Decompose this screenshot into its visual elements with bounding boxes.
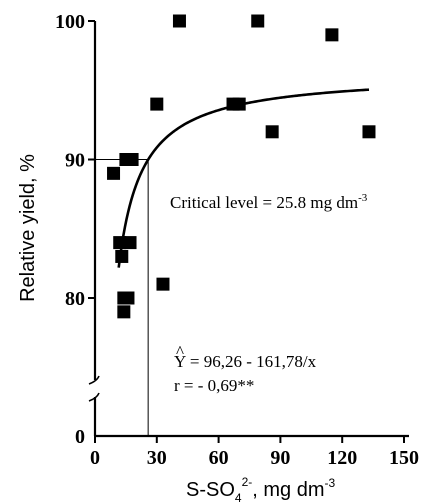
data-point-18 xyxy=(362,125,376,139)
fit-equation: Y = 96,26 - 161,78/x xyxy=(174,352,317,371)
axis-break-mark xyxy=(88,375,100,402)
x-tick-label-150: 150 xyxy=(389,447,419,469)
data-point-14 xyxy=(232,97,246,111)
data-point-1 xyxy=(107,166,121,180)
data-point-8 xyxy=(123,236,137,250)
data-point-17 xyxy=(325,28,339,42)
data-point-5 xyxy=(117,305,131,319)
data-points xyxy=(107,14,376,319)
axes xyxy=(88,21,409,438)
x-tick-label-90: 90 xyxy=(270,447,290,469)
critical-level-label: Critical level = 25.8 mg dm-3 xyxy=(170,192,368,212)
axis-ticks: 0 30 60 90 120 150 80 90 100 0 xyxy=(55,11,419,469)
x-axis-title-sup: 2- xyxy=(242,475,253,489)
data-point-9 xyxy=(125,153,139,166)
data-point-10 xyxy=(150,97,164,111)
fit-curve xyxy=(117,88,370,268)
y-tick-label-80: 80 xyxy=(65,288,85,310)
y-tick-label-0: 0 xyxy=(75,426,85,448)
data-point-2 xyxy=(113,236,127,250)
data-point-11 xyxy=(156,277,170,291)
x-axis-title-sub: 4 xyxy=(235,491,242,503)
x-axis-title-tail-sup: -3 xyxy=(325,476,336,490)
data-point-3 xyxy=(115,249,129,263)
x-tick-label-120: 120 xyxy=(327,447,357,469)
fit-equation-hat: ^ xyxy=(176,342,184,361)
x-tick-label-30: 30 xyxy=(147,447,167,469)
y-tick-label-90: 90 xyxy=(65,150,85,172)
x-tick-label-0: 0 xyxy=(90,447,100,469)
fit-correlation: r = - 0,69** xyxy=(174,376,254,395)
x-tick-label-60: 60 xyxy=(209,447,229,469)
data-point-12 xyxy=(172,14,186,28)
data-point-16 xyxy=(265,125,279,139)
data-point-7 xyxy=(121,291,135,305)
x-axis-title: S-SO42-, mg dm-3 xyxy=(186,475,336,503)
y-axis-title: Relative yield, % xyxy=(17,154,39,302)
y-tick-label-100: 100 xyxy=(55,11,85,33)
data-point-15 xyxy=(251,14,265,28)
critical-level-label-sup: -3 xyxy=(358,192,368,204)
